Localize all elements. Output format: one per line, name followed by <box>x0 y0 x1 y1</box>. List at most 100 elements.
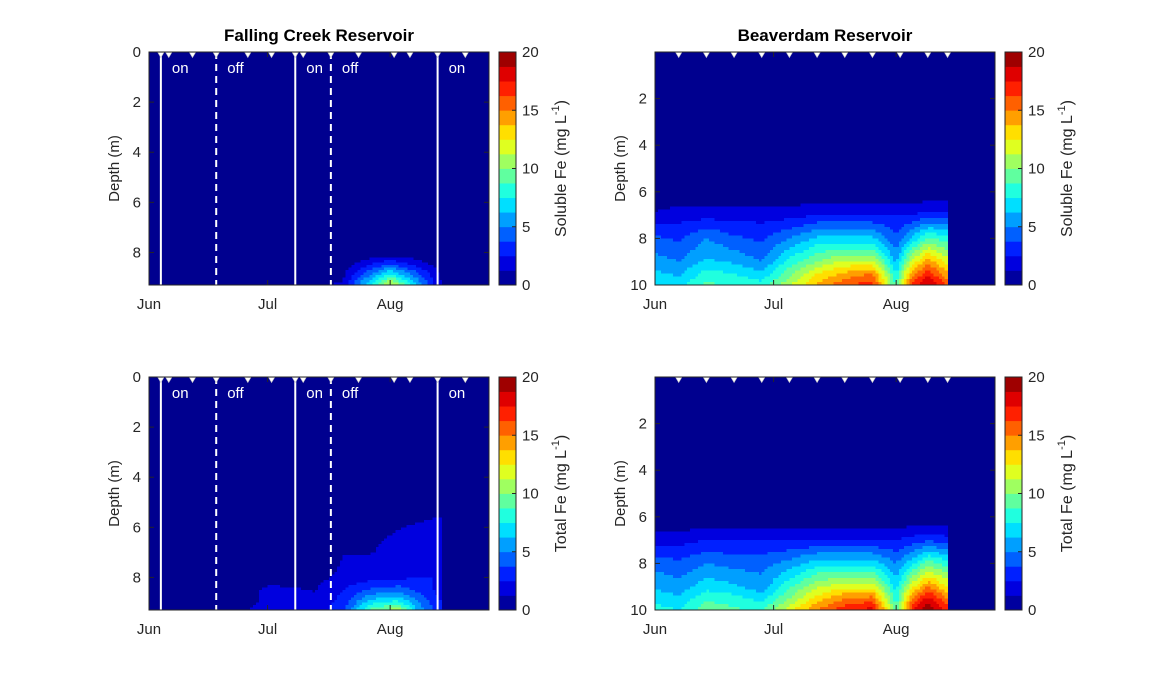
heatmap-cell <box>758 534 763 538</box>
heatmap-cell <box>381 279 385 284</box>
y-tick-label: 2 <box>133 419 141 436</box>
heatmap-cell <box>657 218 662 222</box>
heatmap-cell <box>797 531 802 535</box>
heatmap-cell <box>689 220 694 225</box>
heatmap-cell <box>429 571 434 576</box>
heatmap-cell <box>398 579 402 584</box>
heatmap-cell <box>878 279 882 283</box>
heatmap-cell <box>844 531 849 535</box>
heatmap-cell <box>866 528 871 532</box>
heatmap-cell <box>415 272 420 276</box>
heatmap-cell <box>739 220 743 225</box>
heatmap-cell <box>381 541 385 545</box>
heatmap-cell <box>941 261 946 266</box>
heatmap-cell <box>893 212 897 216</box>
heatmap-cell <box>725 261 730 266</box>
heatmap-cell <box>828 232 832 237</box>
heatmap-cell <box>334 607 338 610</box>
heatmap-cell <box>387 589 391 594</box>
heatmap-cell <box>819 209 824 213</box>
heatmap-cell <box>800 226 804 231</box>
heatmap-cell <box>415 267 420 271</box>
heatmap-cell <box>663 247 668 251</box>
heatmap-cell <box>803 255 807 260</box>
heatmap-cell <box>288 599 292 604</box>
y-tick-label: 8 <box>639 230 647 247</box>
heatmap-cell <box>844 203 849 207</box>
heatmap-cell <box>906 244 910 248</box>
heatmap-cell <box>767 220 771 225</box>
subplot-title: Beaverdam Reservoir <box>738 26 913 45</box>
heatmap-cell <box>359 582 363 586</box>
heatmap-cell <box>836 531 840 535</box>
heatmap-cell <box>828 235 832 239</box>
heatmap-cell <box>366 277 371 281</box>
heatmap-cell <box>372 259 376 264</box>
heatmap-cell <box>778 220 782 225</box>
heatmap-cell <box>747 247 752 251</box>
colorbar-swatch <box>499 241 516 257</box>
heatmap-cell <box>836 203 840 207</box>
heatmap-cell <box>657 273 662 277</box>
heatmap-cell <box>853 282 857 285</box>
heatmap-cell <box>939 238 943 242</box>
heatmap-cell <box>930 220 935 225</box>
heatmap-cell <box>725 241 730 245</box>
heatmap-cell <box>363 274 368 279</box>
heatmap-cell <box>866 264 871 269</box>
heatmap-cell <box>904 261 908 266</box>
heatmap-cell <box>417 530 422 534</box>
heatmap-cell <box>395 560 399 565</box>
heatmap-cell <box>339 571 344 576</box>
heatmap-cell <box>415 259 420 264</box>
heatmap-cell <box>944 200 949 205</box>
heatmap-cell <box>884 220 888 225</box>
heatmap-cell <box>348 571 352 576</box>
heatmap-cell <box>764 220 768 225</box>
heatmap-cell <box>839 223 843 228</box>
heatmap-cell <box>429 589 434 594</box>
heatmap-cell <box>836 537 840 541</box>
heatmap-cell <box>342 587 347 591</box>
heatmap-cell <box>669 276 674 280</box>
heatmap-cell <box>709 226 713 231</box>
heatmap-cell <box>896 273 900 277</box>
heatmap-cell <box>927 244 932 248</box>
heatmap-cell <box>901 223 905 228</box>
heatmap-cell <box>767 273 771 277</box>
heatmap-cell <box>781 235 785 239</box>
heatmap-cell <box>734 279 738 283</box>
heatmap-cell <box>756 270 760 274</box>
heatmap-cell <box>669 531 674 535</box>
heatmap-cell <box>723 534 727 538</box>
heatmap-cell <box>415 566 419 570</box>
heatmap-cell <box>817 264 821 269</box>
heatmap-cell <box>725 223 730 228</box>
heatmap-cell <box>864 220 868 225</box>
heatmap-cell <box>936 220 940 225</box>
heatmap-cell <box>384 546 388 551</box>
heatmap-cell <box>381 267 385 271</box>
heatmap-cell <box>914 241 918 245</box>
heatmap-cell <box>657 212 662 216</box>
heatmap-cell <box>836 258 840 263</box>
heatmap-cell <box>717 279 721 283</box>
heatmap-cell <box>398 592 402 596</box>
heatmap-cell <box>764 273 768 277</box>
heatmap-cell <box>700 528 705 532</box>
heatmap-cell <box>844 241 849 245</box>
heatmap-cell <box>429 579 434 584</box>
heatmap-cell <box>770 255 774 260</box>
heatmap-cell <box>808 267 813 272</box>
heatmap-cell <box>842 212 846 216</box>
heatmap-cell <box>893 279 897 283</box>
heatmap-cell <box>847 258 851 263</box>
heatmap-cell <box>351 560 355 565</box>
heatmap-cell <box>725 250 730 254</box>
heatmap-cell <box>825 226 829 231</box>
heatmap-cell <box>808 273 813 277</box>
heatmap-cell <box>855 282 860 285</box>
heatmap-cell <box>783 252 788 257</box>
heatmap-cell <box>819 273 824 277</box>
